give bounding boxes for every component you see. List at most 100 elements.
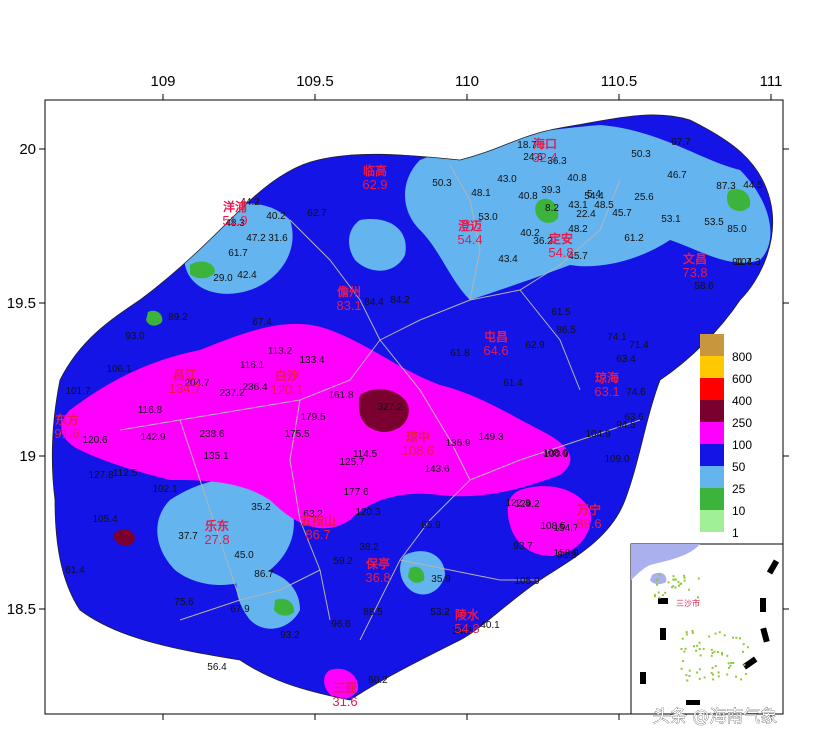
city-name: 琼中 bbox=[406, 429, 430, 444]
station-value: 120.3 bbox=[355, 507, 380, 518]
rain-band-10-southeast bbox=[408, 566, 425, 583]
station-value: 61.4 bbox=[503, 378, 523, 389]
inset-island-dot bbox=[730, 662, 733, 664]
city-name: 定安 bbox=[549, 231, 573, 246]
inset-island-dot bbox=[743, 663, 746, 666]
inset-island-dot bbox=[712, 678, 715, 681]
inset-island-dot bbox=[680, 667, 683, 670]
legend-label: 10 bbox=[732, 504, 746, 518]
inset-land bbox=[631, 544, 700, 580]
station-value: 37.7 bbox=[178, 531, 198, 542]
station-value: 149.3 bbox=[478, 432, 503, 443]
city-rainfall-value: 54.8 bbox=[454, 621, 479, 636]
city-name: 万宁 bbox=[576, 502, 601, 517]
station-value: 91.7 bbox=[732, 257, 752, 268]
inset-island-dot bbox=[685, 674, 688, 677]
inset-island-dot bbox=[726, 673, 729, 676]
inset-island-dot bbox=[703, 676, 706, 679]
station-value: 48.2 bbox=[568, 224, 588, 235]
station-value: 61.8 bbox=[450, 348, 470, 359]
station-value: 22.4 bbox=[576, 209, 596, 220]
inset-island-dot bbox=[721, 653, 724, 656]
inset-island-dot bbox=[671, 586, 673, 589]
inset-island-dot bbox=[718, 631, 721, 634]
island-outline bbox=[51, 114, 774, 701]
city-rainfall-value: 54.8 bbox=[548, 245, 573, 260]
city-name: 洋浦 bbox=[223, 199, 247, 214]
inset-island-dot bbox=[688, 669, 691, 672]
station-value: 36.3 bbox=[547, 156, 567, 167]
station-value: 53.2 bbox=[430, 607, 450, 618]
city-name: 乐东 bbox=[205, 518, 229, 533]
station-value: 56.4 bbox=[207, 662, 227, 673]
station-value: 48.1 bbox=[471, 188, 491, 199]
y-axis: 20 19.5 19 18.5 bbox=[7, 141, 789, 618]
city-rainfall-value: 27.8 bbox=[204, 532, 229, 547]
station-value: 106.1 bbox=[106, 364, 131, 375]
legend-label: 100 bbox=[732, 438, 752, 452]
station-value: 40.8 bbox=[518, 191, 538, 202]
city-rainfall-value: 64.6 bbox=[483, 343, 508, 358]
rain-band-25-southwest bbox=[157, 477, 294, 585]
inset-island-dot bbox=[732, 636, 734, 639]
station-value: 53.5 bbox=[704, 217, 724, 228]
station-value: 25.6 bbox=[634, 192, 654, 203]
inset-island-dot bbox=[661, 594, 664, 597]
inset-island-dot bbox=[711, 652, 714, 654]
inset-island-dot bbox=[698, 668, 701, 671]
y-tick-label: 19.5 bbox=[7, 295, 36, 312]
inset-island-dot bbox=[697, 577, 700, 580]
station-value: 8.2 bbox=[545, 203, 559, 214]
inset-island-dot bbox=[680, 582, 683, 585]
legend-swatch bbox=[700, 488, 724, 510]
station-value: 179.5 bbox=[300, 412, 325, 423]
inset-island-dot bbox=[691, 631, 694, 634]
station-value: 85.0 bbox=[727, 224, 747, 235]
inset-island-dot bbox=[746, 646, 749, 649]
legend: 800 600 400 250 100 50 25 10 1 bbox=[700, 334, 752, 540]
city-name: 琼海 bbox=[595, 370, 619, 385]
legend-swatch bbox=[700, 444, 724, 466]
inset-island-dot bbox=[693, 645, 695, 648]
station-value: 175.5 bbox=[284, 429, 309, 440]
station-value: 67.9 bbox=[230, 604, 250, 615]
station-value: 108.6 bbox=[542, 448, 567, 459]
station-value: 58.6 bbox=[694, 281, 714, 292]
inset-island-dot bbox=[654, 595, 656, 598]
station-value: 86.5 bbox=[556, 325, 576, 336]
station-value: 63.2 bbox=[303, 509, 323, 520]
station-values: 18.724.6 36.3 50.3 97.7 43.0 46.7 87.3 44.5 48.1… bbox=[65, 137, 763, 686]
station-value: 116.1 bbox=[240, 360, 265, 371]
city-rainfall-value: 51.9 bbox=[222, 213, 247, 228]
legend-label: 600 bbox=[732, 372, 752, 386]
city-rainfall-value: 73.8 bbox=[682, 265, 707, 280]
station-value: 36.2 bbox=[533, 236, 553, 247]
inset-island-dot bbox=[678, 584, 680, 587]
station-value: 67.4 bbox=[252, 317, 272, 328]
station-value: 44.5 bbox=[743, 180, 763, 191]
station-value: 40.2 bbox=[520, 228, 540, 239]
inset-island-dot bbox=[696, 644, 699, 647]
x-tick-label: 110 bbox=[455, 73, 479, 90]
station-value: 177.6 bbox=[343, 487, 368, 498]
station-value: 142.9 bbox=[140, 432, 165, 443]
station-value: 65.9 bbox=[421, 520, 441, 531]
station-value: 61.2 bbox=[624, 233, 644, 244]
station-value: 75.6 bbox=[174, 597, 194, 608]
station-value: 136.9 bbox=[445, 438, 470, 449]
city-name: 屯昌 bbox=[484, 329, 508, 344]
station-value: 62.9 bbox=[525, 340, 545, 351]
inset-island-dot bbox=[682, 660, 685, 662]
rain-band-10-south bbox=[274, 598, 295, 616]
station-value: 87.3 bbox=[716, 181, 736, 192]
station-value: 35.9 bbox=[431, 574, 451, 585]
inset-island-dot bbox=[696, 671, 699, 674]
station-value: 158.0 bbox=[553, 548, 578, 559]
city-name: 海口 bbox=[533, 136, 557, 151]
inset-island-dot bbox=[711, 666, 714, 669]
station-value: 236.4 bbox=[242, 382, 267, 393]
station-value: 116.8 bbox=[138, 405, 163, 416]
station-value: 86.7 bbox=[254, 569, 274, 580]
inset-island-dot bbox=[664, 591, 667, 594]
inset-island-dot bbox=[681, 637, 684, 640]
